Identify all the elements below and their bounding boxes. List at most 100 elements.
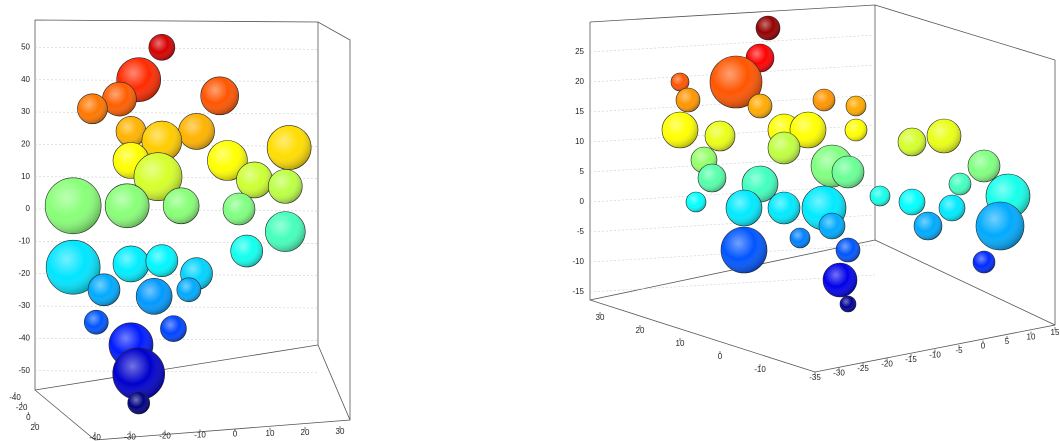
sphere	[236, 161, 273, 199]
sphere	[162, 187, 200, 225]
sphere	[148, 34, 176, 61]
grid-line	[589, 64, 876, 83]
sphere	[264, 211, 306, 252]
grid-line	[34, 79, 319, 82]
x-tick-label: 20	[301, 428, 310, 437]
sphere	[967, 149, 1001, 183]
sphere	[747, 93, 773, 119]
x-tick-label: -15	[905, 355, 917, 364]
sphere	[685, 191, 707, 213]
sphere	[938, 194, 966, 222]
sphere	[178, 113, 215, 150]
sphere	[145, 244, 179, 278]
sphere	[972, 250, 996, 274]
z-tick-label: 30	[21, 107, 30, 116]
sphere	[104, 183, 150, 229]
z-tick-label: 50	[21, 42, 30, 51]
y-tick-label: -10	[754, 365, 766, 374]
x-tick-label: -35	[809, 373, 821, 382]
sphere	[661, 111, 699, 149]
x-tick-label: 10	[266, 429, 275, 438]
sphere	[822, 262, 858, 298]
sphere	[975, 201, 1025, 251]
sphere	[697, 163, 727, 193]
sphere	[266, 125, 312, 170]
z-tick-label: -50	[18, 366, 30, 375]
grid-line	[34, 305, 319, 309]
sphere	[222, 192, 256, 226]
sphere	[112, 245, 150, 283]
sphere	[845, 95, 867, 117]
grid-line	[34, 111, 319, 115]
sphere	[720, 226, 768, 274]
sphere	[675, 87, 701, 113]
sphere	[230, 234, 264, 268]
sphere	[767, 191, 801, 225]
sphere	[77, 93, 108, 125]
y-tick-label: 0	[718, 352, 723, 361]
sphere	[767, 131, 801, 165]
x-tick-label: 0	[981, 342, 986, 351]
x-tick-label: 5	[1005, 337, 1010, 346]
y-tick-label: 10	[676, 339, 685, 348]
x-tick-label: -25	[857, 364, 869, 373]
sphere	[812, 88, 836, 112]
x-tick-label: 30	[336, 427, 345, 436]
sphere	[267, 169, 303, 204]
sphere	[135, 277, 173, 315]
sphere	[948, 172, 972, 196]
sphere	[898, 188, 926, 216]
x-tick-label: -5	[955, 346, 963, 355]
z-tick-label: 0	[580, 197, 585, 206]
z-tick-label: 25	[575, 47, 584, 56]
grid-line	[34, 370, 319, 373]
z-tick-label: 5	[580, 167, 585, 176]
z-tick-label: -40	[18, 333, 30, 342]
z-tick-label: -10	[572, 257, 584, 266]
sphere	[115, 116, 147, 147]
grid-line	[34, 241, 319, 244]
x-tick-label: -30	[833, 369, 845, 378]
y-tick-label: -20	[16, 403, 28, 412]
y-tick-label: 20	[31, 423, 40, 432]
sphere	[44, 177, 102, 235]
z-tick-label: 40	[21, 75, 30, 84]
x-tick-label: 10	[1027, 333, 1036, 342]
sphere	[160, 315, 187, 342]
sphere	[926, 118, 962, 154]
y-tick-label: 20	[636, 326, 645, 335]
z-tick-label: 20	[21, 139, 30, 148]
sphere	[725, 189, 763, 227]
sphere	[818, 212, 846, 240]
z-tick-label: -30	[18, 301, 30, 310]
sphere	[704, 120, 736, 152]
z-tick-label: -20	[18, 269, 30, 278]
y-tick-label: -40	[9, 393, 21, 402]
sphere	[844, 118, 868, 142]
sphere	[755, 15, 781, 41]
x-tick-label: 15	[1051, 328, 1060, 337]
z-tick-label: 10	[21, 172, 30, 181]
sphere	[83, 309, 109, 335]
sphere	[831, 155, 865, 189]
x-tick-label: -40	[89, 433, 101, 441]
grid-line	[589, 34, 876, 53]
sphere	[789, 227, 811, 249]
z-tick-label: -10	[18, 236, 30, 245]
grid-line	[589, 124, 876, 143]
x-tick-label: -20	[159, 431, 171, 440]
sphere	[835, 237, 861, 263]
sphere	[913, 211, 943, 241]
x-tick-label: -30	[124, 432, 136, 441]
sphere	[200, 76, 240, 116]
grid-line	[589, 244, 876, 263]
frame-left	[34, 19, 351, 441]
sphere	[127, 391, 151, 415]
z-tick-label: -15	[572, 287, 584, 296]
z-tick-label: 0	[26, 204, 31, 213]
z-tick-label: -5	[577, 227, 585, 236]
z-tick-label: 20	[575, 77, 584, 86]
grid-line	[34, 47, 319, 50]
